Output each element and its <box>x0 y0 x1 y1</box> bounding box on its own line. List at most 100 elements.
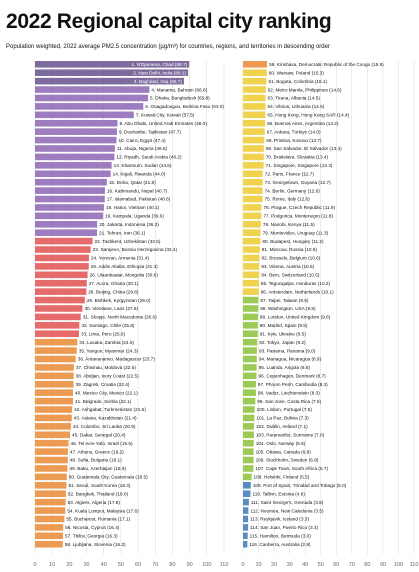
bar <box>35 498 66 506</box>
bar <box>35 355 76 363</box>
bar-label: 23. Sarajevo, Bosnia Herzegovina (32.4) <box>93 247 178 252</box>
bar-label: 18. Hanoi, Vietnam (40.1) <box>106 205 160 210</box>
bar <box>35 195 105 203</box>
bar-label: 104. Oslo, Norway (6.9) <box>256 441 306 446</box>
bar <box>243 423 255 430</box>
bar-label: 4. Manama, Bahrain (66.6) <box>151 87 207 92</box>
bar-label: 103. Paramaribo, Suriname (7.0) <box>256 432 325 437</box>
bar-label: 51. Seoul, South Korea (18.3) <box>68 483 130 488</box>
bar-label: 25. Addis Ababa, Ethiopia (31.3) <box>91 264 158 269</box>
bar-label: 66. Buenos Aires, Argentina (14.2) <box>267 121 339 126</box>
bar-label: 106. Stockholm, Sweden (6.8) <box>256 458 319 463</box>
bar-label: 76. Prague, Czech Republic (11.9) <box>263 205 335 210</box>
bar-label: 68. Pristina, Kosovo (13.7) <box>266 138 322 143</box>
bar-label: 22. Tashkent, Uzbekistan (33.5) <box>95 239 161 244</box>
bar <box>35 296 85 304</box>
bar-label: 41. Belgrade, Serbia (22.1) <box>75 399 132 404</box>
bar-label: 89. London, United Kingdom (9.6) <box>260 315 331 320</box>
bar-label: 50. Guatemala City, Guatemala (18.5) <box>69 475 148 480</box>
bar-label: 110. Tallinn, Estonia (4.8) <box>252 491 305 496</box>
bar-label: 67. Ankara, Türkiye (14.0) <box>267 129 321 134</box>
x-tick-label: 80 <box>364 562 370 568</box>
bar <box>243 86 266 93</box>
bar-label: 112. Noumea, New Caledonia (3.5) <box>250 508 324 513</box>
bar <box>243 94 266 102</box>
bar <box>35 187 105 194</box>
bar <box>35 473 67 481</box>
bar-label: 13. Khartoum, Sudan (44.6) <box>114 163 172 168</box>
x-tick-label: 40 <box>302 562 308 568</box>
x-tick-label: 70 <box>152 562 158 568</box>
bar <box>35 364 74 371</box>
bar-label: 96. Copenhagen, Denmark (8.7) <box>259 374 327 379</box>
bar <box>35 103 144 110</box>
bar-label: 54. Kuala Lumpur, Malaysia (17.6) <box>67 508 139 513</box>
bar <box>35 456 68 464</box>
bar-label: 15. Doha, Qatar (41.8) <box>109 180 156 185</box>
bar-label: 17. Islamabad, Pakistan (40.6) <box>107 197 171 202</box>
bar <box>243 414 255 422</box>
bar <box>35 338 78 346</box>
x-tick-label: 50 <box>318 562 324 568</box>
bar-label: 28. Beijing, China (29.8) <box>88 289 139 294</box>
bar-label: 109. Port of Spain, Trinidad and Tobago … <box>253 483 347 488</box>
bar <box>35 431 71 439</box>
bar-label: 85. Tegucigalpa, Honduras (10.2) <box>261 281 331 286</box>
chart-panel: 0 10 20 30 40 50 60 70 80 90 100 110 1. N'Djamena, C… <box>33 61 228 568</box>
bar-label: 82. Brussels, Belgium (10.6) <box>261 256 320 261</box>
bar <box>35 136 117 144</box>
bar <box>35 162 112 169</box>
bar <box>35 254 89 262</box>
bar <box>243 372 257 380</box>
bar-label: 100. Lisbon, Portugal (7.5) <box>257 407 313 412</box>
bar <box>243 540 248 548</box>
x-tick-label: 110 <box>410 562 419 568</box>
bar <box>35 515 65 523</box>
bar-label: 72. Paris, France (12.7) <box>265 171 315 176</box>
bar-label: 40. Mexico City, Mexico (22.1) <box>75 390 138 395</box>
bar <box>35 330 79 338</box>
bar-label: 7. Kuwait City, Kuwait (57.5) <box>136 113 195 118</box>
bar <box>243 406 255 413</box>
bar-label: 3. Baghdad, Iraq (86.7) <box>134 79 183 84</box>
bar <box>243 355 257 363</box>
bar-label: 81. Moscow, Russia (10.8) <box>262 247 318 252</box>
bar <box>35 204 104 211</box>
bar-label: 115. Hamilton, Bermuda (3.0) <box>250 534 312 539</box>
bar <box>243 364 257 371</box>
bar <box>243 524 249 531</box>
bar <box>35 237 93 245</box>
bar <box>35 94 149 102</box>
bar <box>243 246 260 253</box>
bar-label: 74. Berlin, Germany (12.6) <box>265 188 321 193</box>
bar <box>35 288 87 295</box>
bar <box>243 279 259 287</box>
bar-label: 71. Singapore, Singapore (13.3) <box>266 163 333 168</box>
bar-label: 33. Lima, Peru (25.6) <box>81 331 125 336</box>
bar-label: 46. Tel Aviv-Yafo, Israel (19.5) <box>71 441 133 446</box>
bar-label: 78. Nairobi, Kenya (11.5) <box>263 222 315 227</box>
bar <box>243 288 259 295</box>
bar <box>35 229 98 236</box>
bar <box>243 229 261 236</box>
chart-title: 2022 Regional capital city ranking <box>6 10 332 33</box>
bar <box>35 507 66 514</box>
bar <box>243 389 256 396</box>
bar <box>243 448 254 455</box>
bar-label: 80. Budapest, Hungary (11.2) <box>262 239 324 244</box>
bar <box>35 111 134 119</box>
x-tick-label: 100 <box>202 562 211 568</box>
bar-label: 83. Vienna, Austria (10.5) <box>261 264 314 269</box>
bar-label: 114. San Juan, Puerto Rico (3.3) <box>250 525 318 530</box>
x-tick-label: 20 <box>66 562 72 568</box>
bar <box>35 465 68 472</box>
bar <box>243 178 263 186</box>
bar-label: 10. Cairo, Egypt (47.4) <box>118 138 166 143</box>
bar-label: 60. Warsaw, Poland (15.3) <box>269 70 325 75</box>
bar-label: 90. Madrid, Spain (9.5) <box>260 323 308 328</box>
bar <box>243 128 265 135</box>
bar-label: 63. Tirana, Albania (14.5) <box>268 96 321 101</box>
bar-label: 55. Bucharest, Romania (17.1) <box>66 517 130 522</box>
bar <box>243 456 254 464</box>
